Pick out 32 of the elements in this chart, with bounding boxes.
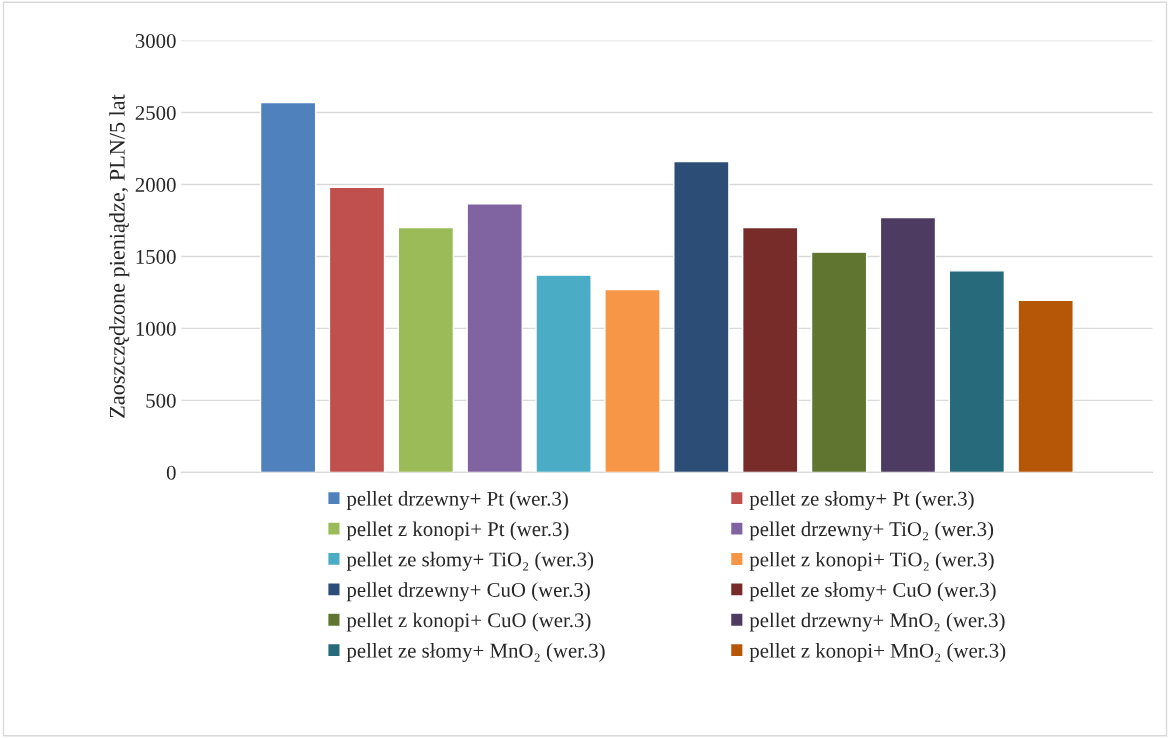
legend-label: pellet drzewny+ CuO (wer.3) xyxy=(346,582,590,602)
legend-label: pellet drzewny+ TiO₂ (wer.3) xyxy=(749,521,994,541)
legend-label: pellet ze słomy+ TiO₂ (wer.3) xyxy=(346,551,594,571)
y-tick-label: 0 xyxy=(166,465,176,480)
bar xyxy=(810,251,868,473)
y-tick-label: 2500 xyxy=(135,105,176,120)
bar xyxy=(466,203,523,473)
bar xyxy=(397,226,455,473)
legend-label: pellet ze słomy+ Pt (wer.3) xyxy=(749,491,974,511)
bar xyxy=(535,274,592,473)
y-tick-label: 2000 xyxy=(135,177,176,192)
y-tick-label: 3000 xyxy=(135,33,176,49)
bar xyxy=(741,226,799,473)
bar xyxy=(328,186,386,473)
bar xyxy=(259,101,317,473)
y-tick-label: 1000 xyxy=(136,321,176,336)
legend-label: pellet drzewny+ Pt (wer.3) xyxy=(346,491,568,511)
legend-label: pellet z konopi+ TiO₂ (wer.3) xyxy=(749,551,994,571)
y-tick-label: 500 xyxy=(146,393,176,408)
bar xyxy=(948,270,1006,473)
legend-label: pellet z konopi+ MnO₂ (wer.3) xyxy=(749,643,1006,662)
y-axis-title: Zaoszczędzone pieniądze, PLN/5 lat xyxy=(109,94,130,418)
bar xyxy=(879,216,937,473)
bar xyxy=(673,160,730,473)
y-tick-label: 1500 xyxy=(136,249,176,264)
legend-label: pellet ze słomy+ CuO (wer.3) xyxy=(749,582,996,602)
bar xyxy=(1017,299,1074,473)
legend-label: pellet drzewny+ MnO₂ (wer.3) xyxy=(749,612,1005,632)
legend-label: pellet ze słomy+ MnO₂ (wer.3) xyxy=(346,643,605,662)
bar xyxy=(604,288,661,473)
legend-label: pellet z konopi+ CuO (wer.3) xyxy=(346,612,591,632)
legend-label: pellet z konopi+ Pt (wer.3) xyxy=(346,521,569,541)
